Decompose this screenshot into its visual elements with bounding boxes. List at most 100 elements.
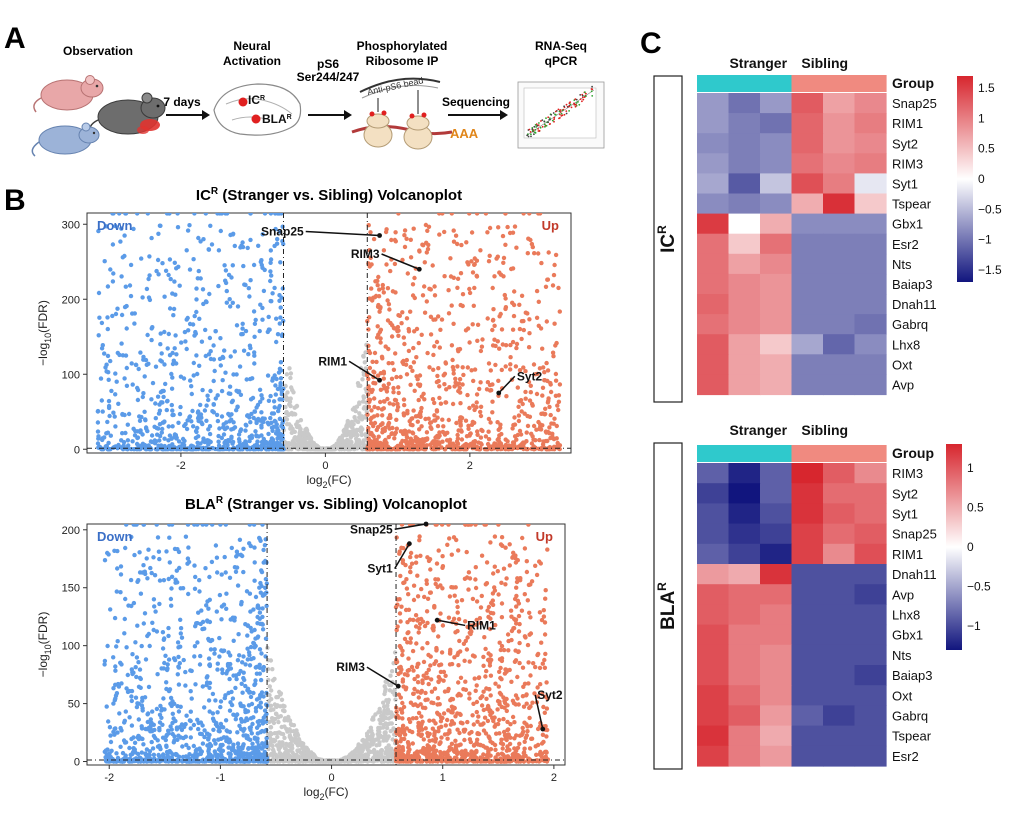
volcano-point-up	[454, 420, 459, 426]
volcano-point-down	[251, 415, 256, 421]
volcano-point-up	[378, 399, 383, 405]
volcano-point-up	[427, 420, 433, 426]
volcano-point-up	[470, 713, 475, 718]
volcano-point-ns	[365, 741, 370, 747]
volcano-point-ns	[378, 721, 383, 726]
volcano-point-up	[485, 441, 491, 447]
volcano-point-up	[542, 370, 547, 375]
volcano-point-down	[155, 672, 160, 677]
volcano-point-up	[446, 417, 451, 423]
volcano-point-down	[197, 316, 202, 321]
volcano-point-up	[415, 674, 420, 679]
volcano-point-up	[493, 362, 498, 368]
volcano-point-ns	[303, 747, 308, 752]
volcano-point-down	[111, 701, 116, 706]
volcano-point-down	[233, 569, 239, 574]
volcano-point-down	[165, 398, 170, 404]
volcano-point-down	[266, 314, 271, 320]
volcano-point-down	[171, 446, 176, 452]
volcano-point-down	[175, 704, 180, 709]
volcano-annotation-line	[348, 360, 380, 381]
volcano-point-up	[461, 372, 466, 378]
volcano-point-down	[240, 446, 245, 452]
volcano-point-up	[464, 434, 470, 439]
volcano-point-ns	[348, 445, 353, 450]
volcano-point-down	[248, 727, 253, 733]
volcano-point-down	[278, 381, 283, 386]
volcano-point-ns	[304, 754, 309, 760]
volcano-point-down	[252, 321, 258, 326]
volcano-point-down	[193, 428, 199, 434]
volcano-point-down	[169, 386, 175, 391]
volcano-point-up	[396, 313, 401, 318]
volcano-point-up	[404, 434, 410, 440]
volcano-point-ns	[274, 712, 279, 717]
volcano-point-up	[493, 747, 498, 752]
volcano-point-down	[104, 704, 109, 709]
volcano-point-down	[156, 272, 161, 277]
volcano-point-up	[381, 446, 387, 452]
volcano-point-ns	[361, 745, 366, 750]
volcano-point-down	[277, 416, 283, 421]
volcano-point-down	[233, 713, 239, 718]
volcano-point-up	[516, 418, 522, 424]
volcano-point-down	[227, 413, 232, 418]
volcano-point-down	[226, 740, 232, 745]
volcano-point-down	[180, 744, 185, 749]
volcano-point-down	[243, 422, 248, 427]
volcano-title-sup: R	[211, 186, 219, 197]
volcano-title: ICR (Stranger vs. Sibling) Volcanoplot	[196, 186, 462, 204]
volcano-point-up	[378, 340, 383, 345]
volcano-point-down	[270, 378, 275, 383]
volcano-point-ns	[271, 707, 276, 712]
volcano-point-up	[439, 317, 445, 322]
volcano-point-up	[374, 359, 379, 365]
volcano-point-down	[260, 396, 265, 401]
volcano-point-down	[193, 329, 198, 335]
volcano-point-up	[488, 693, 493, 698]
volcano-point-down	[216, 283, 221, 289]
volcano-point-up	[507, 667, 512, 673]
volcano-point-down	[195, 621, 200, 626]
volcano-point-up	[544, 319, 549, 324]
mini-scatter-point	[554, 110, 557, 113]
volcano-point-ns	[356, 757, 361, 763]
volcano-point-up	[410, 368, 415, 373]
workflow-bla-label: BLAR	[262, 112, 292, 126]
volcano-point-up	[415, 377, 420, 382]
mini-scatter-point	[591, 95, 594, 97]
volcano-point-down	[155, 394, 161, 399]
volcano-point-down	[113, 223, 118, 229]
volcano-point-up	[369, 408, 374, 413]
volcano-point-up	[495, 447, 500, 452]
volcano-point-down	[262, 416, 267, 421]
volcano-point-up	[453, 376, 458, 381]
volcano-point-down	[247, 294, 252, 299]
volcano-point-ns	[388, 728, 393, 734]
volcano-point-up	[503, 213, 508, 216]
volcano-point-ns	[353, 749, 358, 754]
volcano-point-ns	[377, 717, 382, 722]
volcano-point-up	[512, 289, 517, 294]
volcano-point-down	[107, 413, 112, 419]
volcano-point-up	[511, 313, 517, 319]
volcano-point-down	[231, 638, 236, 643]
volcano-point-up	[385, 396, 390, 402]
volcano-point-up	[404, 577, 409, 582]
volcano-point-down	[191, 743, 196, 749]
volcano-point-down	[193, 435, 199, 441]
volcano-point-down	[260, 305, 265, 311]
volcano-point-up	[451, 371, 456, 376]
volcano-point-down	[143, 417, 148, 422]
volcano-point-up	[396, 390, 401, 396]
volcano-point-up	[528, 383, 533, 388]
volcano-point-up	[416, 630, 421, 635]
volcano-point-down	[263, 636, 269, 641]
volcano-point-up	[503, 306, 508, 312]
volcano-point-down	[154, 268, 159, 274]
volcano-point-up	[525, 729, 530, 734]
volcano-point-up	[375, 283, 380, 288]
volcano-point-up	[473, 585, 479, 591]
volcano-point-up	[452, 593, 457, 598]
volcano-point-down	[160, 261, 165, 266]
